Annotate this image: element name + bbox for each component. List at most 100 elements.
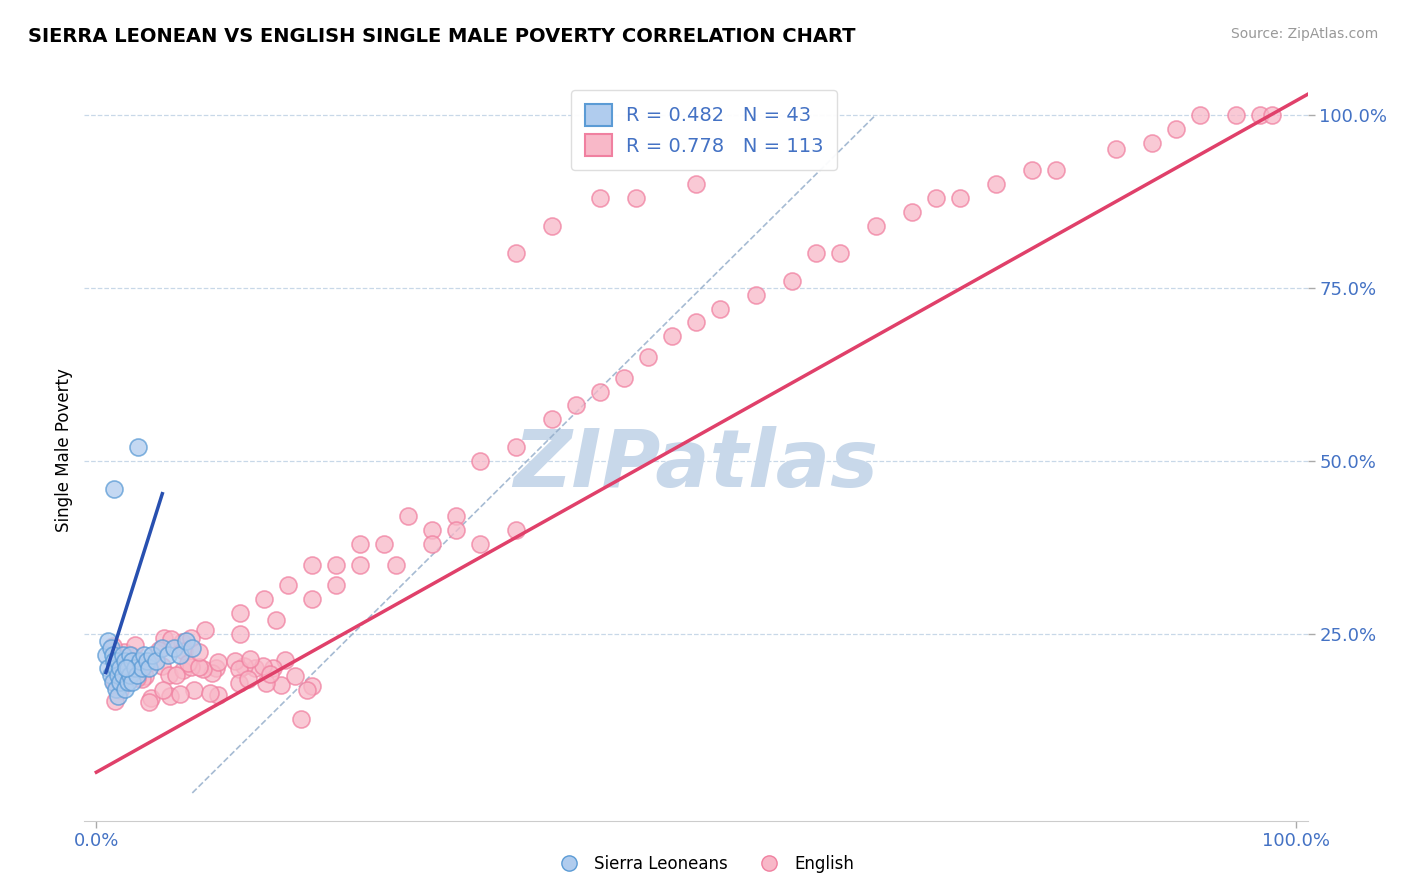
Point: [505, 246, 527, 260]
Point: [108, 670, 131, 684]
Point: [107, 655, 129, 669]
Point: [1045, 163, 1067, 178]
Point: [194, 623, 217, 637]
Point: [121, 675, 143, 690]
Point: [103, 674, 125, 689]
Point: [152, 682, 174, 697]
Point: [1188, 108, 1211, 122]
Point: [141, 690, 163, 705]
Point: [1105, 143, 1128, 157]
Point: [468, 454, 491, 468]
Point: [101, 675, 124, 690]
Point: [97, 661, 120, 675]
Point: [145, 655, 167, 669]
Point: [565, 399, 588, 413]
Point: [112, 645, 135, 659]
Point: [589, 384, 612, 399]
Point: [135, 655, 157, 669]
Point: [110, 661, 132, 675]
Point: [111, 648, 134, 662]
Point: [685, 177, 707, 191]
Point: [108, 683, 131, 698]
Point: [709, 301, 731, 316]
Point: [253, 592, 276, 607]
Point: [259, 666, 281, 681]
Point: [170, 635, 193, 649]
Point: [224, 654, 246, 668]
Text: Source: ZipAtlas.com: Source: ZipAtlas.com: [1230, 27, 1378, 41]
Point: [104, 682, 127, 697]
Point: [349, 558, 371, 572]
Point: [169, 687, 191, 701]
Point: [444, 509, 467, 524]
Point: [103, 639, 125, 653]
Point: [120, 648, 142, 662]
Point: [101, 648, 124, 662]
Point: [205, 661, 228, 675]
Point: [325, 558, 347, 572]
Point: [925, 191, 948, 205]
Point: [301, 558, 323, 572]
Point: [207, 655, 229, 669]
Point: [131, 672, 153, 686]
Point: [325, 578, 347, 592]
Point: [901, 204, 924, 219]
Point: [127, 440, 149, 454]
Point: [100, 640, 122, 655]
Point: [301, 679, 323, 693]
Point: [127, 671, 149, 685]
Text: SIERRA LEONEAN VS ENGLISH SINGLE MALE POVERTY CORRELATION CHART: SIERRA LEONEAN VS ENGLISH SINGLE MALE PO…: [28, 27, 856, 45]
Point: [444, 523, 467, 537]
Point: [180, 660, 202, 674]
Point: [124, 638, 146, 652]
Point: [541, 412, 564, 426]
Point: [468, 537, 491, 551]
Point: [124, 661, 146, 675]
Point: [804, 246, 827, 260]
Point: [270, 678, 292, 692]
Point: [229, 606, 252, 620]
Point: [191, 661, 214, 675]
Point: [134, 648, 156, 662]
Point: [100, 668, 122, 682]
Point: [138, 695, 160, 709]
Point: [420, 523, 443, 537]
Point: [136, 657, 159, 671]
Point: [613, 371, 636, 385]
Point: [420, 537, 443, 551]
Point: [233, 659, 256, 673]
Point: [127, 668, 149, 682]
Point: [110, 675, 132, 690]
Point: [187, 645, 209, 659]
Point: [121, 655, 143, 669]
Point: [118, 648, 141, 662]
Point: [589, 191, 612, 205]
Point: [780, 274, 803, 288]
Point: [385, 558, 408, 572]
Text: ZIPatlas: ZIPatlas: [513, 426, 879, 504]
Point: [157, 668, 180, 682]
Point: [1021, 163, 1043, 178]
Legend: Sierra Leoneans, English: Sierra Leoneans, English: [546, 848, 860, 880]
Point: [131, 661, 153, 675]
Point: [984, 177, 1007, 191]
Point: [949, 191, 972, 205]
Point: [1225, 108, 1247, 122]
Point: [290, 712, 312, 726]
Point: [198, 686, 221, 700]
Point: [183, 682, 205, 697]
Point: [159, 632, 181, 646]
Point: [173, 644, 195, 658]
Point: [373, 537, 395, 551]
Point: [865, 219, 887, 233]
Point: [252, 658, 274, 673]
Point: [172, 664, 194, 678]
Point: [153, 631, 176, 645]
Point: [274, 653, 297, 667]
Point: [745, 287, 768, 301]
Point: [262, 660, 284, 674]
Point: [1260, 108, 1282, 122]
Point: [264, 613, 287, 627]
Point: [396, 509, 419, 524]
Point: [277, 578, 299, 592]
